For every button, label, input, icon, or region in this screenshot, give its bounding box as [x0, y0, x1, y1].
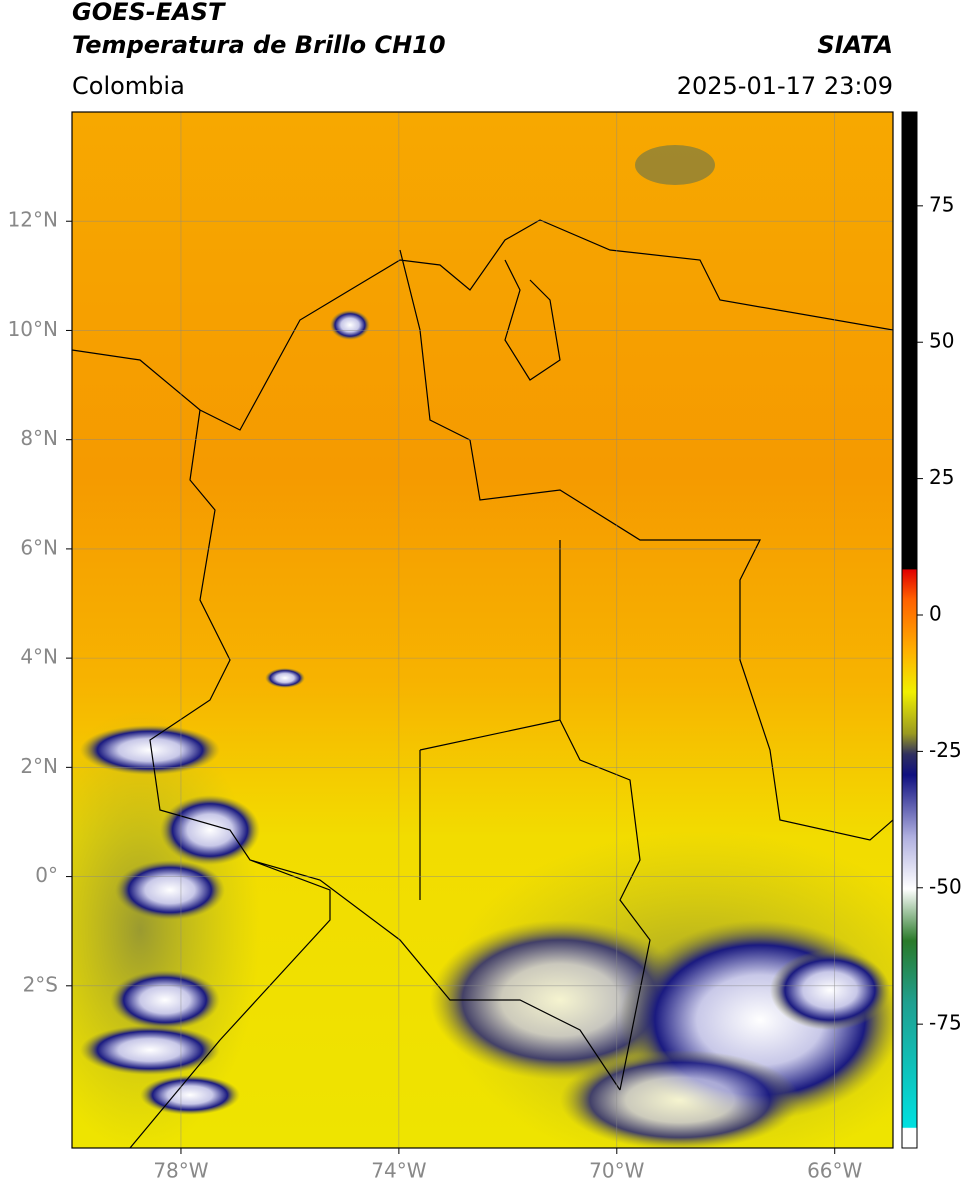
y-tick-label: 10°N	[8, 317, 58, 341]
colorbar-tick-label: -50	[929, 874, 962, 898]
colorbar-tick-label: -75	[929, 1011, 962, 1035]
map-image	[72, 112, 893, 1148]
y-tick-label: 2°S	[23, 972, 58, 996]
subtitle: Temperatura de Brillo CH10	[72, 31, 446, 59]
x-tick-label: 66°W	[807, 1159, 862, 1183]
map-frame	[71, 111, 894, 1149]
colorbar-tick-label: 0	[929, 601, 942, 625]
title: GOES-EAST	[72, 0, 226, 26]
x-tick-label: 78°W	[153, 1159, 208, 1183]
colorbar-tick-label: 50	[929, 329, 954, 353]
colorbar-tick-label: 25	[929, 465, 954, 489]
y-tick-label: 6°N	[20, 535, 58, 559]
y-tick-label: 8°N	[20, 426, 58, 450]
y-tick-label: 0°	[35, 863, 58, 887]
source: SIATA	[817, 31, 893, 59]
colorbar-tick-label: 75	[929, 192, 954, 216]
x-tick-label: 74°W	[371, 1159, 426, 1183]
region: Colombia	[72, 72, 185, 100]
datetime: 2025-01-17 23:09	[677, 72, 893, 100]
colorbar-tick-label: -25	[929, 738, 962, 762]
colorbar	[901, 111, 918, 1149]
y-tick-label: 4°N	[20, 645, 58, 669]
y-tick-label: 2°N	[20, 754, 58, 778]
y-tick-label: 12°N	[8, 208, 58, 232]
x-tick-label: 70°W	[589, 1159, 644, 1183]
